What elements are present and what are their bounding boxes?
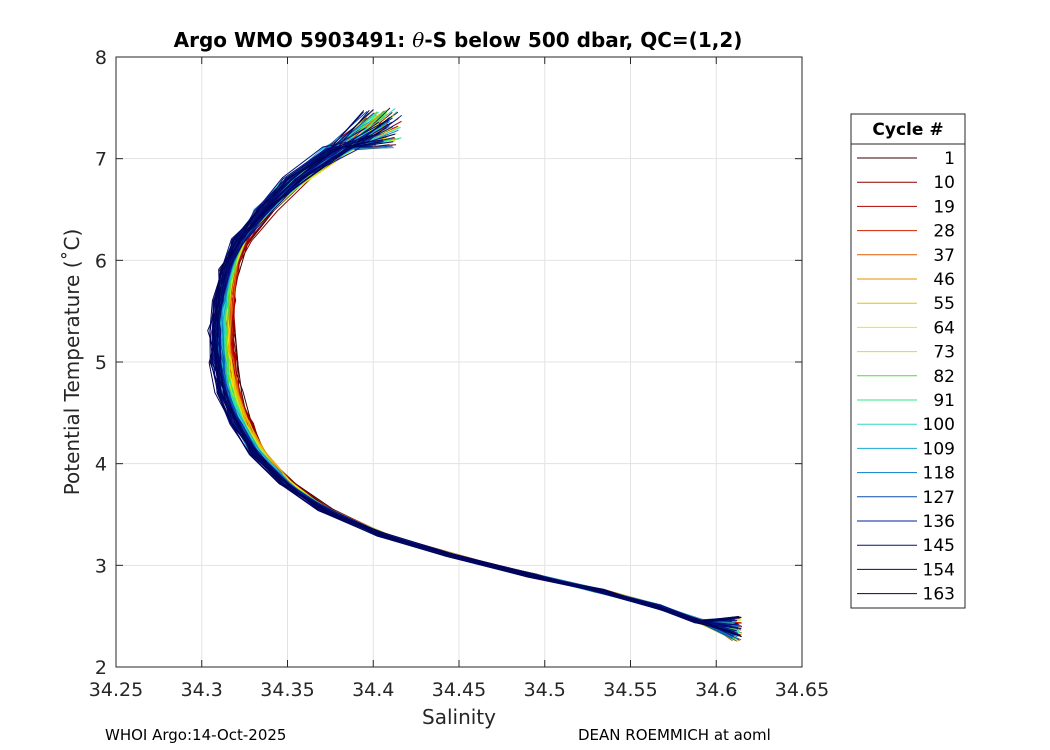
profile-cycle-line (207, 132, 733, 623)
legend-label: 19 (933, 197, 955, 217)
x-tick-label: 34.35 (260, 679, 314, 701)
x-tick-label: 34.55 (603, 679, 657, 701)
y-tick-label: 8 (95, 47, 107, 69)
legend-box (850, 113, 966, 609)
profile-cycle-line (208, 127, 740, 622)
x-axis-label: Salinity (422, 705, 496, 729)
y-tick-label: 3 (95, 555, 107, 577)
legend-label: 100 (923, 415, 955, 435)
y-tick-label: 4 (95, 454, 107, 476)
x-tick-label: 34.65 (775, 679, 829, 701)
legend-label: 91 (933, 391, 955, 411)
x-tick-label: 34.4 (352, 679, 394, 701)
y-tick-labels: 2 3 4 5 6 7 8 (95, 47, 107, 679)
y-tick-label: 2 (95, 657, 107, 679)
y-tick-label: 6 (95, 250, 107, 272)
legend-label: 10 (933, 173, 955, 193)
x-tick-label: 34.5 (524, 679, 566, 701)
legend-label: 127 (923, 488, 955, 508)
legend-label: 136 (923, 512, 955, 532)
y-tick-label: 7 (95, 149, 107, 171)
legend-label: 145 (923, 536, 955, 556)
legend-label: 46 (933, 270, 955, 290)
legend-label: 64 (933, 318, 955, 338)
footer-source: WHOI Argo:14-Oct-2025 (105, 726, 287, 744)
legend-label: 55 (933, 294, 955, 314)
legend-label: 82 (933, 367, 955, 387)
x-tick-label: 34.45 (432, 679, 486, 701)
x-tick-label: 34.25 (89, 679, 143, 701)
y-axis-label: Potential Temperature (˚C) (60, 229, 84, 496)
x-tick-label: 34.3 (181, 679, 223, 701)
legend-label: 154 (923, 560, 955, 580)
legend-label: 1 (944, 149, 955, 169)
legend-label: 73 (933, 343, 955, 363)
legend-label: 163 (923, 585, 955, 605)
legend-label: 109 (923, 439, 955, 459)
legend-label: 28 (933, 222, 955, 242)
legend-label: 37 (933, 246, 955, 266)
footer-author: DEAN ROEMMICH at aoml (578, 726, 771, 744)
axis-ticks (115, 56, 803, 668)
x-tick-labels: 34.25 34.3 34.35 34.4 34.45 34.5 34.55 34.6 34.6… (89, 679, 829, 701)
chart-title: Argo WMO 5903491: θ-S below 500 dbar, QC… (174, 28, 743, 52)
legend-label: 118 (923, 464, 955, 484)
profile-lines (207, 107, 743, 642)
x-tick-label: 34.6 (695, 679, 737, 701)
legend-entries: 1 10 19 28 37 46 55 64 73 82 91 100 109 118 127 136 145 1… (857, 149, 955, 605)
y-tick-label: 5 (95, 352, 107, 374)
legend-title: Cycle # (872, 120, 943, 140)
legend: Cycle # 1 10 19 28 37 46 55 64 73 82 91 100 109 118 12… (850, 113, 966, 609)
